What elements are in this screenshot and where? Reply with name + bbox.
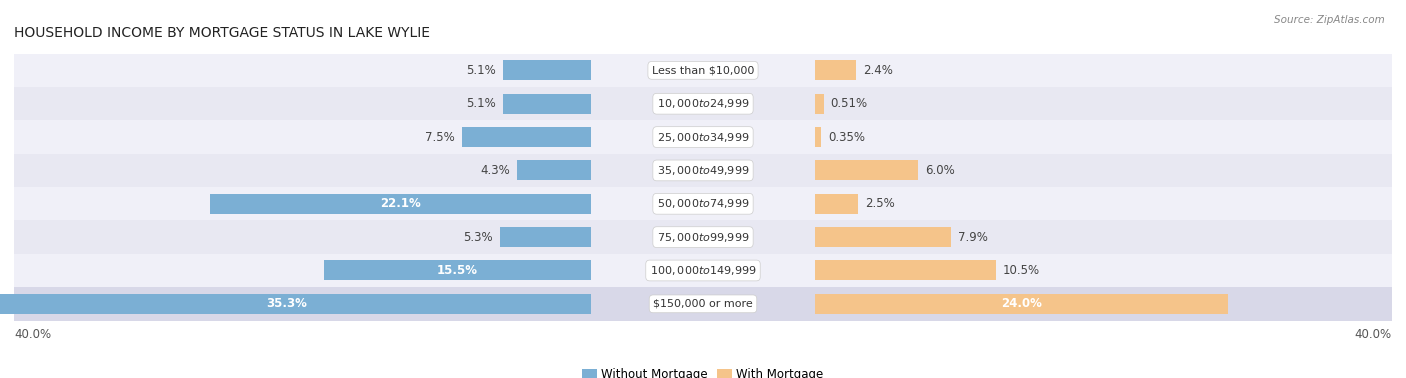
FancyBboxPatch shape (6, 254, 1400, 287)
Legend: Without Mortgage, With Mortgage: Without Mortgage, With Mortgage (578, 363, 828, 378)
Bar (503, 60, 591, 81)
FancyBboxPatch shape (6, 54, 1400, 87)
Text: 0.51%: 0.51% (831, 97, 868, 110)
Bar (323, 260, 591, 280)
Bar (815, 260, 995, 280)
Bar (815, 294, 1229, 314)
Text: 7.5%: 7.5% (425, 130, 456, 144)
Text: 40.0%: 40.0% (1355, 328, 1392, 341)
FancyBboxPatch shape (6, 121, 1400, 154)
FancyBboxPatch shape (6, 287, 1400, 321)
Bar (461, 127, 591, 147)
Bar (0, 294, 591, 314)
Bar (815, 94, 824, 114)
Bar (503, 94, 591, 114)
Text: $35,000 to $49,999: $35,000 to $49,999 (657, 164, 749, 177)
Bar (499, 227, 591, 247)
Text: 2.5%: 2.5% (865, 197, 894, 210)
Bar (815, 160, 918, 180)
FancyBboxPatch shape (6, 154, 1400, 187)
Text: 0.35%: 0.35% (828, 130, 865, 144)
Text: $150,000 or more: $150,000 or more (654, 299, 752, 309)
Text: 4.3%: 4.3% (481, 164, 510, 177)
FancyBboxPatch shape (6, 187, 1400, 220)
Text: 7.9%: 7.9% (957, 231, 988, 244)
Text: $100,000 to $149,999: $100,000 to $149,999 (650, 264, 756, 277)
Text: Source: ZipAtlas.com: Source: ZipAtlas.com (1274, 15, 1385, 25)
Bar (815, 227, 950, 247)
Bar (815, 127, 821, 147)
Text: $10,000 to $24,999: $10,000 to $24,999 (657, 97, 749, 110)
Text: $75,000 to $99,999: $75,000 to $99,999 (657, 231, 749, 244)
Bar (815, 194, 858, 214)
Text: 24.0%: 24.0% (1001, 297, 1042, 310)
Text: 2.4%: 2.4% (863, 64, 893, 77)
Text: 6.0%: 6.0% (925, 164, 955, 177)
Text: 35.3%: 35.3% (267, 297, 308, 310)
Text: HOUSEHOLD INCOME BY MORTGAGE STATUS IN LAKE WYLIE: HOUSEHOLD INCOME BY MORTGAGE STATUS IN L… (14, 26, 430, 40)
Text: 10.5%: 10.5% (1002, 264, 1040, 277)
Text: 40.0%: 40.0% (14, 328, 51, 341)
Bar (211, 194, 591, 214)
Text: Less than $10,000: Less than $10,000 (652, 65, 754, 75)
Text: 15.5%: 15.5% (437, 264, 478, 277)
Text: 22.1%: 22.1% (381, 197, 422, 210)
Text: 5.1%: 5.1% (467, 97, 496, 110)
Bar (517, 160, 591, 180)
Text: 5.1%: 5.1% (467, 64, 496, 77)
Bar (815, 60, 856, 81)
Text: $50,000 to $74,999: $50,000 to $74,999 (657, 197, 749, 210)
Text: $25,000 to $34,999: $25,000 to $34,999 (657, 130, 749, 144)
FancyBboxPatch shape (6, 87, 1400, 121)
Text: 5.3%: 5.3% (463, 231, 494, 244)
FancyBboxPatch shape (6, 220, 1400, 254)
